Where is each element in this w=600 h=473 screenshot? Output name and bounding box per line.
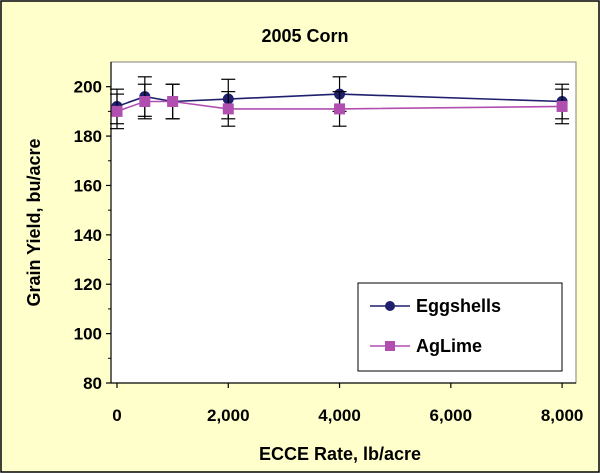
x-axis-title: ECCE Rate, lb/acre bbox=[259, 444, 421, 464]
x-tick-label: 4,000 bbox=[318, 406, 361, 425]
legend-box bbox=[357, 282, 563, 372]
x-tick-label: 8,000 bbox=[541, 406, 584, 425]
data-point-aglime bbox=[222, 103, 234, 115]
y-tick-label: 200 bbox=[74, 78, 102, 97]
data-point-aglime bbox=[556, 100, 568, 112]
y-tick-label: 140 bbox=[74, 226, 102, 245]
data-point-aglime bbox=[139, 96, 151, 108]
chart-title: 2005 Corn bbox=[261, 26, 348, 46]
y-tick-label: 120 bbox=[74, 275, 102, 294]
x-tick-label: 6,000 bbox=[430, 406, 473, 425]
y-axis-title: Grain Yield, bu/acre bbox=[24, 138, 44, 306]
legend-label-aglime: AgLime bbox=[416, 336, 482, 356]
legend-marker-aglime bbox=[385, 341, 395, 351]
x-tick-label: 0 bbox=[112, 406, 121, 425]
data-point-aglime bbox=[111, 105, 123, 117]
data-point-aglime bbox=[334, 103, 346, 115]
data-point-aglime bbox=[167, 96, 179, 108]
legend-marker-eggshells bbox=[385, 301, 395, 311]
legend-label-eggshells: Eggshells bbox=[416, 296, 501, 316]
y-tick-label: 160 bbox=[74, 176, 102, 195]
y-tick-label: 100 bbox=[74, 325, 102, 344]
y-tick-label: 80 bbox=[83, 374, 102, 393]
x-tick-label: 2,000 bbox=[207, 406, 250, 425]
y-tick-label: 180 bbox=[74, 127, 102, 146]
